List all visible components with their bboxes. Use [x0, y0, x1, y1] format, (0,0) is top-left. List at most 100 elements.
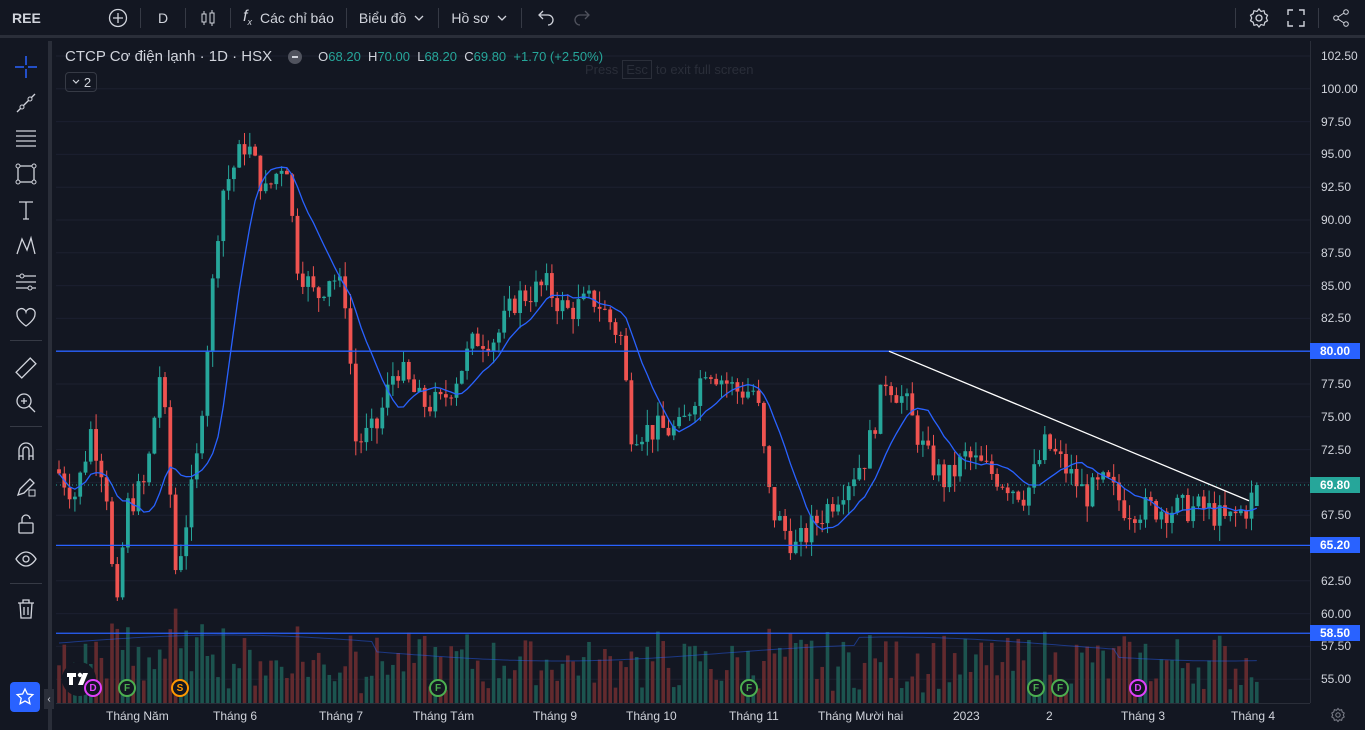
legend-menu-icon[interactable]: [288, 49, 303, 64]
time-tick-label: 2023: [953, 709, 980, 723]
collapse-toolbar-button[interactable]: ‹: [44, 689, 54, 709]
volume-bar: [831, 690, 835, 703]
favorites-tool[interactable]: [12, 304, 40, 332]
indicators-collapse-button[interactable]: 2: [65, 72, 97, 92]
trash-icon: [18, 599, 34, 619]
volume-bar: [571, 661, 575, 703]
pattern-tool[interactable]: [12, 232, 40, 260]
volume-bar: [195, 637, 199, 703]
volume-bar: [587, 641, 591, 703]
share-button[interactable]: [1323, 0, 1365, 37]
hide-tool[interactable]: [12, 545, 40, 573]
event-marker[interactable]: D: [1129, 679, 1147, 697]
lock-tool[interactable]: [12, 510, 40, 538]
candle-body: [544, 273, 549, 286]
zoom-tool[interactable]: [12, 389, 40, 417]
magnet-tool[interactable]: [12, 438, 40, 466]
chart-type-button[interactable]: [190, 0, 226, 37]
settings-button[interactable]: [1240, 0, 1278, 37]
candle-body: [1201, 496, 1206, 509]
candle-body: [1138, 519, 1143, 523]
event-marker[interactable]: F: [740, 679, 758, 697]
time-tick-label: Tháng 11: [729, 709, 779, 723]
volume-bar: [1217, 635, 1222, 703]
candle-body: [735, 382, 740, 392]
event-marker[interactable]: D: [84, 679, 102, 697]
candle-body: [1207, 503, 1211, 509]
volume-bar: [502, 665, 506, 703]
crosshair-tool[interactable]: [12, 53, 40, 81]
redo-button[interactable]: [564, 0, 602, 37]
rectangle-icon: [15, 163, 37, 185]
volume-bar: [242, 638, 247, 703]
remove-drawings-tool[interactable]: [12, 595, 40, 623]
time-axis[interactable]: Tháng Năm Tháng 6 Tháng 7 Tháng Tám Tháng 9 T…: [56, 703, 1310, 730]
candle-body: [147, 453, 151, 483]
candle-body: [88, 429, 93, 462]
volume-bar: [804, 644, 809, 703]
volume-bar: [417, 639, 422, 703]
candle-body: [883, 384, 888, 387]
candle-body: [1239, 509, 1243, 514]
prediction-tool[interactable]: [12, 268, 40, 296]
candle-body: [454, 383, 459, 398]
volume-bar: [1249, 677, 1254, 703]
candle-body: [152, 417, 157, 454]
candle-body: [989, 461, 994, 474]
candle-body: [899, 396, 904, 403]
price-axis[interactable]: 102.50 100.00 97.50 95.00 92.50 90.00 87.50 85.…: [1310, 41, 1365, 703]
undo-button[interactable]: [526, 0, 564, 37]
measure-tool[interactable]: [12, 354, 40, 382]
text-tool[interactable]: [12, 196, 40, 224]
axis-settings-button[interactable]: [1330, 707, 1346, 728]
volume-bar: [1170, 660, 1174, 703]
event-marker[interactable]: F: [429, 679, 447, 697]
candle-body: [576, 299, 581, 320]
chevron-down-icon: [414, 15, 424, 21]
candle-body: [613, 322, 618, 335]
volume-bar: [513, 670, 517, 703]
profile-button[interactable]: Hồ sơ: [443, 0, 517, 37]
trend-line-tool[interactable]: [12, 89, 40, 117]
candle-body: [396, 376, 401, 381]
fib-tool[interactable]: [12, 124, 40, 152]
event-marker[interactable]: S: [171, 679, 189, 697]
volume-bar: [979, 642, 983, 703]
interval-button[interactable]: D: [157, 9, 169, 26]
volume-bar: [894, 641, 899, 703]
candle-body: [846, 486, 851, 501]
time-tick-label: 2: [1046, 709, 1053, 723]
layout-button[interactable]: Biểu đồ: [351, 0, 434, 37]
event-marker[interactable]: F: [1051, 679, 1069, 697]
pattern-icon: [16, 235, 36, 255]
candle-body: [263, 183, 268, 192]
add-symbol-button[interactable]: [100, 0, 136, 37]
candle-body: [444, 394, 448, 398]
fullscreen-button[interactable]: [1278, 0, 1314, 37]
volume-bar: [1106, 678, 1111, 703]
volume-bar: [1117, 646, 1121, 703]
candle-body: [523, 290, 528, 302]
price-chart[interactable]: [56, 41, 1310, 703]
volume-bar: [634, 656, 639, 703]
candle-body: [608, 309, 613, 323]
volume-bar: [603, 649, 607, 703]
symbol-search[interactable]: REE: [12, 9, 41, 26]
stay-drawing-tool[interactable]: [12, 473, 40, 501]
volume-bar: [873, 658, 877, 703]
close-label: C: [464, 49, 474, 64]
legend-title[interactable]: CTCP Cơ điện lạnh · 1D · HSX: [65, 48, 273, 65]
divider: [185, 7, 186, 28]
indicators-button[interactable]: fx Các chỉ báo: [235, 0, 342, 37]
volume-bar: [841, 641, 846, 703]
trend-line: [888, 350, 1250, 502]
event-marker[interactable]: F: [1027, 679, 1045, 697]
candle-body: [1212, 503, 1217, 526]
watchlist-star-button[interactable]: [10, 682, 40, 712]
rectangle-tool[interactable]: [12, 160, 40, 188]
volume-bar: [1143, 643, 1148, 703]
volume-bar: [385, 674, 390, 703]
candle-body: [126, 498, 130, 548]
volume-bar: [968, 671, 973, 703]
event-marker[interactable]: F: [118, 679, 136, 697]
